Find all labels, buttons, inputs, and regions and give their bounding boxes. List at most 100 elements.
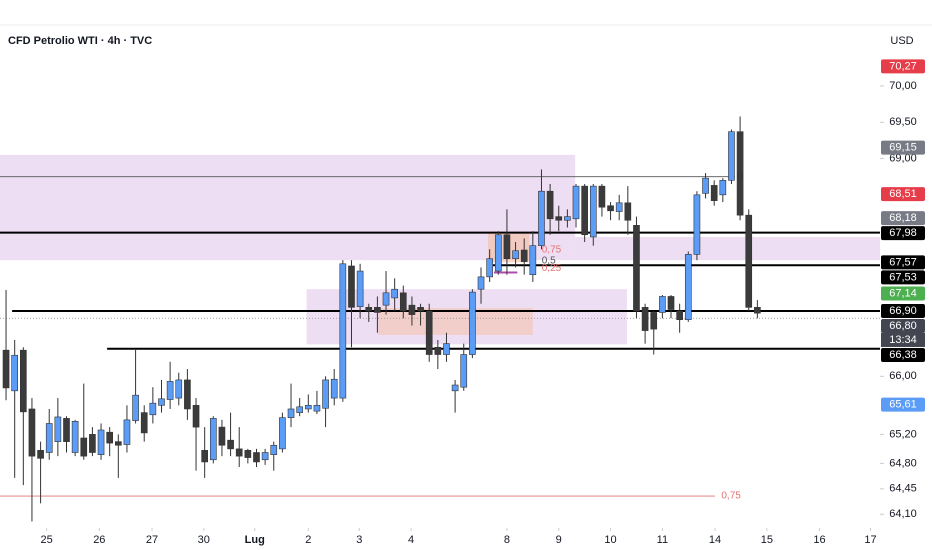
x-tick-label: 4 <box>408 534 414 546</box>
candle-body <box>218 426 226 446</box>
x-tick-label: 26 <box>93 534 105 546</box>
price-label: 70,27 <box>889 60 917 72</box>
candle-body <box>114 441 122 446</box>
candle-body <box>270 444 278 455</box>
candle-body <box>546 190 554 220</box>
candle-body <box>158 398 165 406</box>
candle-body <box>244 450 252 458</box>
candle-body <box>641 307 649 331</box>
candle-body <box>304 405 312 410</box>
countdown-box <box>881 332 925 347</box>
price-label-box <box>881 397 925 412</box>
candle-body <box>512 250 519 260</box>
candle-body <box>374 307 381 313</box>
price-label: 66,80 <box>889 320 917 332</box>
price-label: 67,14 <box>889 287 917 299</box>
x-tick-label: 11 <box>657 534 668 546</box>
candle-body <box>451 384 459 392</box>
candle-body <box>132 394 139 421</box>
price-label-box <box>881 187 925 202</box>
candle-body <box>408 304 416 315</box>
candle-body <box>572 185 580 220</box>
annotation: 0,25 <box>542 263 562 274</box>
candle-body <box>339 263 347 399</box>
countdown: 13:34 <box>889 334 917 346</box>
candle-body <box>71 421 79 453</box>
candle-body <box>166 381 174 400</box>
candle-body <box>322 379 329 409</box>
candle-body <box>201 450 208 463</box>
candle-body <box>253 452 260 463</box>
x-tick-label: 27 <box>146 534 158 546</box>
zones <box>0 154 880 345</box>
x-tick-label: 2 <box>305 534 311 546</box>
candle-body <box>123 419 131 445</box>
candle-body <box>227 439 234 450</box>
candle-body <box>520 249 528 262</box>
candle-body <box>19 349 27 413</box>
price-label-box <box>881 270 925 285</box>
x-tick-label: 15 <box>761 534 773 546</box>
price-label-box <box>881 286 925 301</box>
candle-body <box>676 310 683 320</box>
candle-body <box>28 408 36 457</box>
candle-body <box>425 310 433 355</box>
candle-body <box>391 288 398 299</box>
candle-body <box>2 349 10 389</box>
candle-body <box>659 296 666 313</box>
x-tick-label: 10 <box>604 534 616 546</box>
candle-body <box>564 216 571 221</box>
candle-body <box>89 434 96 453</box>
candle-body <box>494 234 502 272</box>
candle-body <box>607 205 614 212</box>
zone <box>0 154 576 261</box>
y-tick-label: 64,80 <box>889 457 917 469</box>
y-tick-label: 64,45 <box>889 483 917 495</box>
chart-title: CFD Petrolio WTI · 4h · TVC <box>8 35 152 47</box>
price-label-box <box>881 318 925 333</box>
x-tick-label: 9 <box>556 534 562 546</box>
candle-body <box>279 417 286 450</box>
annotation: 0,75 <box>721 491 741 502</box>
candle-body <box>503 234 511 260</box>
price-label-box <box>881 255 925 270</box>
price-label: 67,57 <box>889 256 917 268</box>
price-label: 68,18 <box>889 212 917 224</box>
x-tick-label: 17 <box>864 534 876 546</box>
candle-body <box>184 379 191 410</box>
candle-body <box>399 292 407 312</box>
candle-body <box>477 276 485 290</box>
candle-body <box>149 402 157 416</box>
candle-body <box>460 354 468 388</box>
zone <box>575 236 880 261</box>
y-tick-label: 69,00 <box>889 152 917 164</box>
candle-body <box>633 225 640 312</box>
price-label-box <box>881 226 925 241</box>
candle-body <box>106 431 113 444</box>
price-label-box <box>881 347 925 362</box>
candle-body <box>348 265 355 308</box>
candle-body <box>693 194 701 255</box>
price-label-box <box>881 211 925 226</box>
price-label: 67,53 <box>889 271 917 283</box>
candle-body <box>745 214 753 308</box>
levels <box>0 176 880 497</box>
price-labels: 0,750,50,2500,7570,2769,1568,5168,1867,9… <box>542 59 925 502</box>
candle-body <box>555 216 563 221</box>
candle-body <box>434 346 442 355</box>
candles <box>2 116 761 522</box>
axes: 70,00 69,50 69,00 66,00 65,20 64,80 64,45 64,10… <box>41 80 917 546</box>
candle-body <box>702 177 709 194</box>
annotation: 0,75 <box>542 245 562 256</box>
candle-body <box>175 379 183 399</box>
y-tick-label: 64,10 <box>889 508 917 520</box>
candle-body <box>624 202 632 221</box>
price-label-box <box>881 303 925 318</box>
candle-body <box>754 307 761 314</box>
candle-body <box>97 429 105 455</box>
candle-body <box>11 354 19 392</box>
candle-body <box>45 423 53 453</box>
candle-body <box>140 412 148 434</box>
candle-body <box>261 452 269 461</box>
